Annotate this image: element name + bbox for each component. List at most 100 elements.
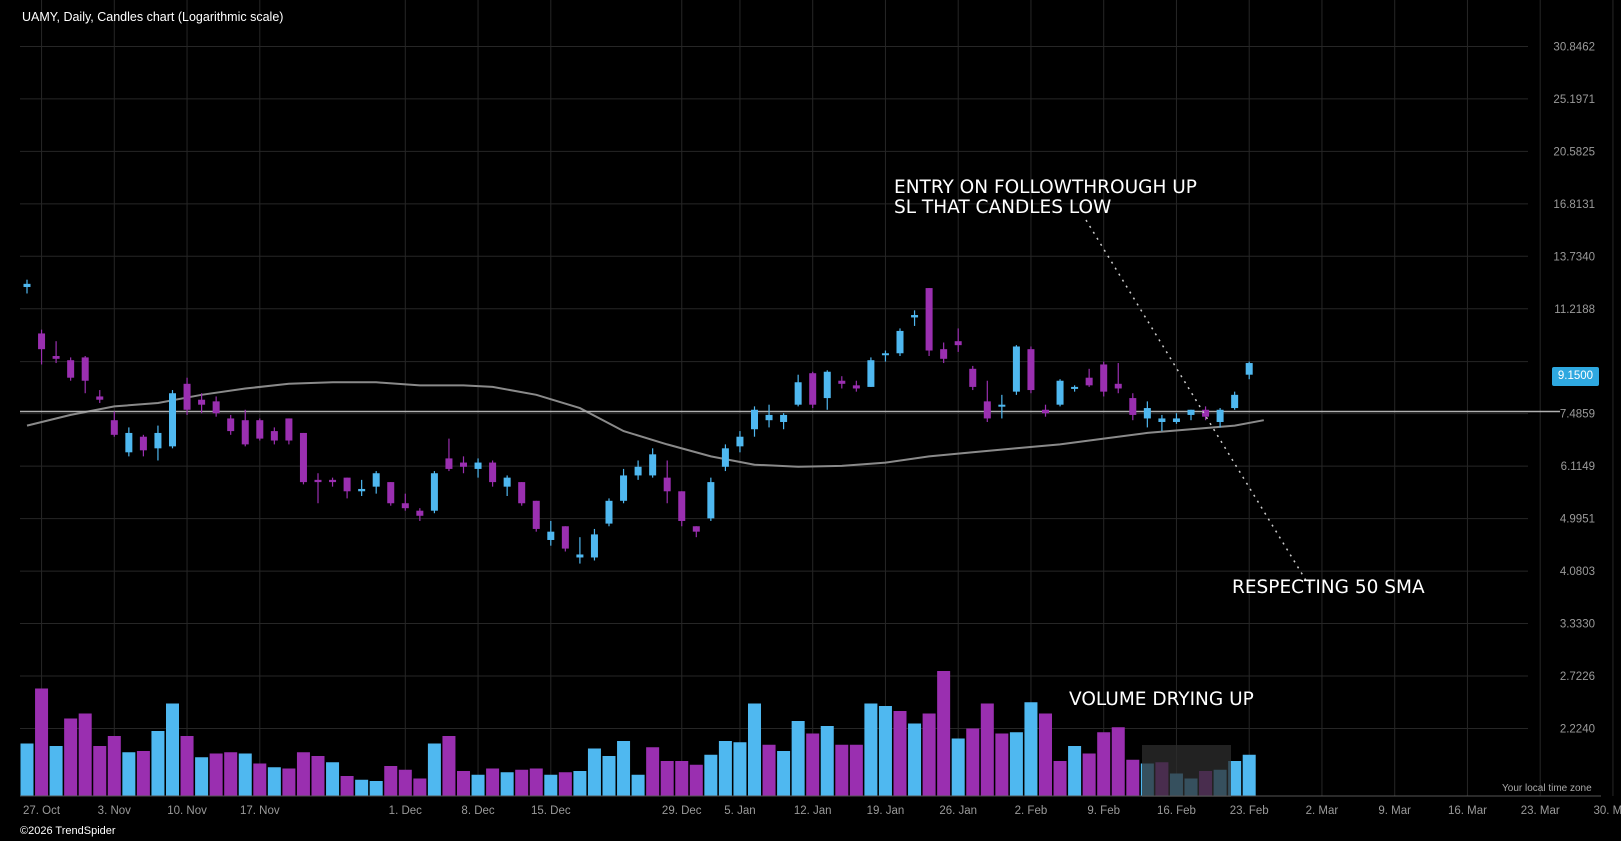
candle <box>489 460 497 487</box>
last-price-badge: 9.1500 <box>1552 367 1599 386</box>
candle <box>823 370 831 410</box>
candle-body <box>692 526 700 532</box>
x-tick-label: 23. Mar <box>1521 805 1560 817</box>
volume-bar <box>602 756 616 796</box>
candle-body <box>1071 386 1079 389</box>
candle-body <box>809 373 817 405</box>
volume-bar <box>849 744 863 796</box>
candle-body <box>1216 409 1224 422</box>
volume-bar <box>660 761 674 796</box>
volume-bar <box>442 736 456 796</box>
x-tick-label: 23. Feb <box>1230 805 1269 817</box>
volume-bar <box>457 771 470 796</box>
x-tick-label: 26. Jan <box>939 805 977 817</box>
volume-bar <box>209 753 223 796</box>
candle-body <box>503 477 511 487</box>
y-tick-label: 16.8131 <box>1553 199 1595 211</box>
candle-body <box>270 431 278 441</box>
candle <box>736 431 744 453</box>
candle <box>52 341 60 364</box>
volume-bar <box>166 703 179 796</box>
candle-body <box>401 503 409 509</box>
candle-body <box>896 330 904 354</box>
volume-bar <box>718 741 732 796</box>
candle-body <box>372 473 380 487</box>
candle <box>765 404 773 428</box>
volume-bar <box>617 741 631 796</box>
timezone-note[interactable]: Your local time zone <box>1502 783 1592 794</box>
volume-bar <box>777 751 791 796</box>
volume-bar <box>238 753 252 796</box>
candle <box>212 396 220 417</box>
candle <box>1085 368 1093 387</box>
volume-bar <box>558 772 572 796</box>
volume-bar <box>573 771 587 796</box>
candle-body <box>358 488 366 492</box>
entry-annotation-line2: SL THAT CANDLES LOW <box>894 197 1112 218</box>
volume-bar <box>78 713 92 796</box>
x-tick-label: 9. Feb <box>1087 805 1120 817</box>
candle <box>925 288 933 357</box>
candle-body <box>794 382 802 405</box>
y-tick-label: 2.2240 <box>1560 723 1595 735</box>
volume-bar <box>1068 746 1082 796</box>
volume-bar <box>355 779 369 796</box>
candle <box>1158 414 1166 432</box>
candle <box>881 350 889 362</box>
volume-bar <box>1024 702 1038 796</box>
x-tick-label: 16. Mar <box>1448 805 1487 817</box>
candle-body <box>474 462 482 469</box>
candle <box>270 427 278 445</box>
volume-bar <box>922 713 936 796</box>
candle <box>911 310 919 326</box>
candle <box>1172 413 1180 424</box>
candle-body <box>387 482 395 504</box>
candle-body <box>518 482 526 504</box>
candle <box>169 390 176 449</box>
candle-body <box>1143 408 1151 419</box>
volume-bar <box>980 703 994 796</box>
volume-bar <box>122 752 136 796</box>
candle-body <box>227 418 235 432</box>
candle <box>969 365 977 391</box>
x-tick-label: 2. Mar <box>1306 805 1339 817</box>
candle-body <box>1245 363 1253 375</box>
candle-body <box>1187 409 1195 415</box>
volume-bar <box>180 736 194 796</box>
volume-bar <box>136 751 150 796</box>
volume-bar <box>195 757 209 796</box>
volume-bar <box>151 731 165 796</box>
candle-body <box>285 418 293 441</box>
x-tick-label: 8. Dec <box>461 805 494 817</box>
candle-body <box>1202 409 1210 417</box>
candle <box>285 418 293 445</box>
candle-body <box>299 432 307 483</box>
candle-body <box>1231 394 1239 409</box>
volume-bar <box>1126 759 1140 796</box>
candle <box>852 380 860 392</box>
candle <box>1231 391 1239 410</box>
candle <box>183 377 191 415</box>
candle <box>372 471 380 494</box>
candle <box>329 477 337 487</box>
candle <box>794 374 802 407</box>
volume-bar <box>326 762 340 796</box>
volume-bar <box>64 718 78 796</box>
candle-body <box>881 353 889 356</box>
volume-bar <box>369 781 383 796</box>
candle-body <box>38 333 46 350</box>
candle <box>940 342 948 364</box>
volume-bar <box>704 754 718 796</box>
volume-bar <box>1009 732 1023 796</box>
volume-bar <box>1111 727 1125 796</box>
volume-bar <box>340 776 354 796</box>
candle <box>838 376 846 389</box>
candle <box>547 520 555 546</box>
candle-body <box>561 526 569 549</box>
volume-bar <box>762 744 776 796</box>
candle-body <box>532 500 540 529</box>
sma-50-line <box>26 381 1264 468</box>
volume-bar <box>1242 754 1256 796</box>
volume-bar <box>20 743 34 796</box>
